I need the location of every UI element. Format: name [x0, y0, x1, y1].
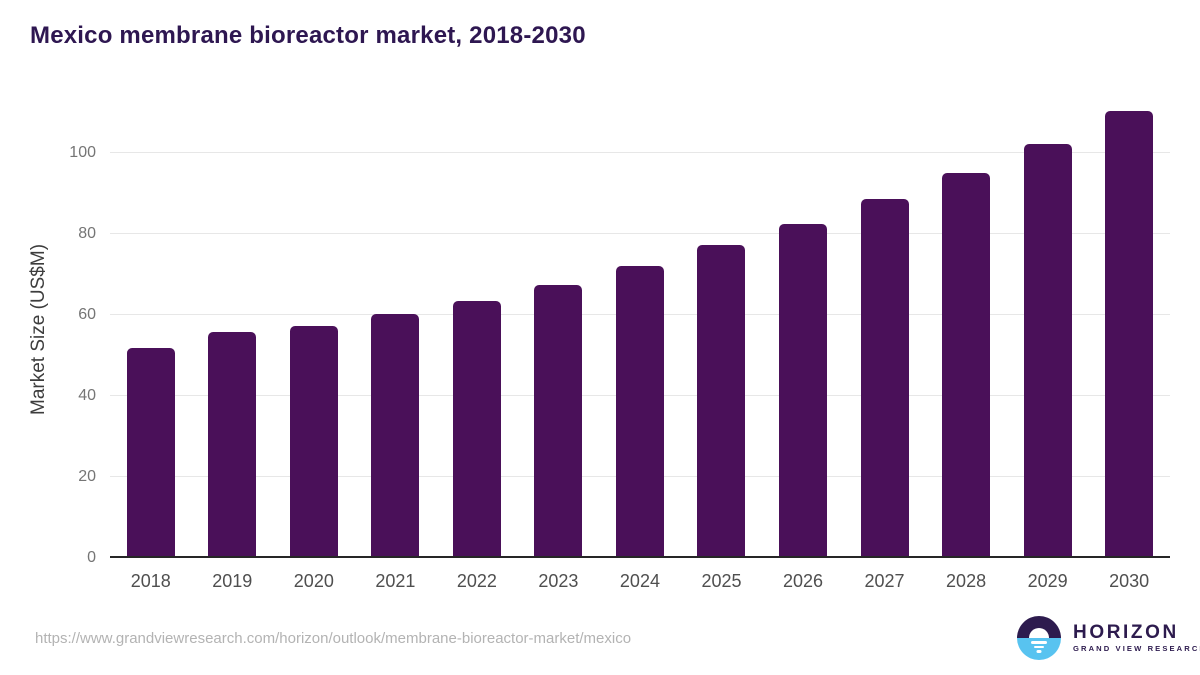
bar-2022 [452, 301, 501, 558]
y-tick-label-20: 20 [78, 467, 96, 485]
logo-text: HORIZON GRAND VIEW RESEARCH [1073, 622, 1200, 654]
bar-2027 [860, 198, 909, 558]
gridline-80 [110, 232, 1170, 234]
bar-slot-2020 [273, 325, 355, 558]
logo-brand: HORIZON [1073, 622, 1179, 643]
bar-slot-2028 [925, 172, 1007, 558]
bar-slot-2027 [844, 198, 926, 558]
x-tick-label-2030: 2030 [1109, 571, 1150, 591]
x-tick-label-2029: 2029 [1027, 571, 1068, 591]
bar-slot-2025 [681, 245, 763, 558]
bar-2020 [289, 325, 338, 558]
bar-2023 [534, 284, 583, 558]
water-ripple [1036, 650, 1042, 653]
bar-slot-2030 [1088, 111, 1170, 558]
horizon-logo: HORIZON GRAND VIEW RESEARCH [1017, 616, 1200, 660]
bar-slot-2026 [762, 223, 844, 558]
y-tick-label-80: 80 [78, 224, 96, 242]
water-ripple [1031, 641, 1047, 644]
source-url: https://www.grandviewresearch.com/horizo… [35, 630, 632, 647]
bar-slot-2022 [436, 301, 518, 558]
x-tick-label-2025: 2025 [701, 571, 742, 591]
x-tick-label-2026: 2026 [782, 571, 824, 591]
y-axis-tick-labels: 0 20 40 60 80 100 [0, 100, 96, 566]
x-tick-label-2028: 2028 [946, 571, 987, 591]
y-tick-label-100: 100 [69, 143, 96, 161]
logo-tagline: GRAND VIEW RESEARCH [1073, 644, 1200, 653]
x-tick-label-2021: 2021 [375, 571, 416, 591]
y-tick-label-40: 40 [78, 386, 96, 404]
bar-slot-2029 [1007, 144, 1089, 558]
gridline-100 [110, 151, 1170, 153]
x-axis-tick-labels: 2018 2019 2020 2021 2022 2023 2024 2025 2026 2027… [110, 571, 1170, 592]
chart-title: Mexico membrane bioreactor market, 2018-… [30, 22, 586, 49]
x-tick-label-2027: 2027 [864, 571, 905, 591]
bar-slot-2023 [518, 284, 600, 558]
sun-shape [1029, 628, 1049, 638]
bar-slot-2024 [599, 265, 681, 558]
bar-2024 [615, 265, 664, 558]
bar-2019 [208, 331, 257, 558]
bar-2021 [371, 314, 420, 558]
x-tick-label-2024: 2024 [619, 571, 660, 591]
water-ripple [1034, 645, 1044, 648]
bar-2030 [1105, 111, 1154, 558]
bar-2026 [779, 223, 828, 558]
y-tick-label-60: 60 [78, 305, 96, 323]
bar-2025 [697, 245, 746, 558]
y-tick-label-0: 0 [87, 549, 96, 566]
x-tick-label-2019: 2019 [212, 571, 253, 591]
x-tick-label-2022: 2022 [456, 571, 497, 591]
x-tick-label-2023: 2023 [538, 571, 579, 591]
bar-slot-2021 [355, 314, 437, 558]
bar-2018 [126, 347, 175, 558]
x-tick-label-2020: 2020 [293, 571, 334, 591]
bar-slot-2018 [110, 347, 192, 558]
bar-2028 [942, 172, 991, 558]
bar-slot-2019 [192, 331, 274, 558]
x-tick-label-2018: 2018 [130, 571, 171, 591]
horizon-sunset-icon [1017, 616, 1061, 660]
plot-area [110, 100, 1170, 558]
bar-2029 [1023, 144, 1072, 558]
x-axis-line [110, 556, 1170, 558]
bar-series [110, 100, 1170, 558]
